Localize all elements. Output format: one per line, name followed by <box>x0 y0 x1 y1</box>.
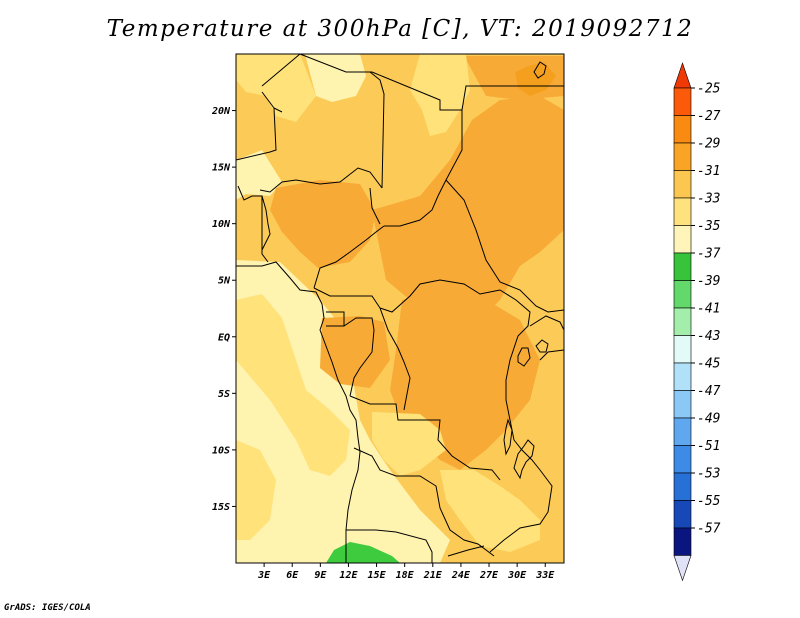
field-region-minus37 <box>326 542 400 563</box>
map-title: Temperature at 300hPa [C], VT: 201909271… <box>106 16 694 42</box>
lakes <box>503 61 549 480</box>
coastline <box>236 261 361 563</box>
colorbar-swatch <box>673 225 692 254</box>
colorbar-label: -31 <box>697 164 720 179</box>
x-tick-label: 33E <box>535 570 555 581</box>
colorbar-label: -45 <box>697 357 721 372</box>
colorbar-swatch <box>673 280 692 309</box>
colorbar-swatch <box>673 362 692 391</box>
longitude-axis: 3E 6E 9E 12E 15E 18E 21E 24E 27E 30E 33E <box>257 563 555 581</box>
y-tick-label: EQ <box>218 332 230 343</box>
country-borders <box>235 53 565 563</box>
x-tick-label: 15E <box>368 570 387 581</box>
colorbar-swatch <box>673 252 692 281</box>
field-region-minus29 <box>270 56 564 470</box>
x-tick-label: 21E <box>423 570 443 581</box>
x-tick-label: 9E <box>314 570 327 581</box>
colorbar-label: -29 <box>697 137 720 152</box>
x-tick-label: 27E <box>479 570 499 581</box>
field-region-minus33 <box>236 54 540 552</box>
colorbar-label: -53 <box>697 467 720 482</box>
y-tick-label: 5N <box>218 276 231 287</box>
map-frame <box>235 53 565 564</box>
y-tick-label: 10N <box>212 219 231 230</box>
colorbar-swatch <box>673 472 692 501</box>
x-tick-label: 12E <box>339 570 358 581</box>
latitude-axis: 20N 15N 10N 5N EQ 5S 10S 15S <box>211 106 236 513</box>
y-tick-label: 5S <box>218 389 230 400</box>
y-tick-label: 10S <box>212 445 230 456</box>
colorbar-swatch <box>673 500 692 529</box>
colorbar-label: -27 <box>697 109 721 124</box>
x-tick-label: 18E <box>396 570 415 581</box>
colorbar-swatch <box>673 170 692 199</box>
y-tick-label: 15N <box>212 163 231 174</box>
colorbar-swatch <box>673 115 692 144</box>
x-tick-label: 3E <box>257 570 271 581</box>
x-tick-label: 24E <box>451 570 471 581</box>
colorbar-label: -37 <box>697 247 721 262</box>
colorbar-swatch <box>673 87 692 116</box>
x-tick-label: 30E <box>507 570 527 581</box>
colorbar: -25 -27 -29 -31 -33 -35 -37 -39 -41 -43 -45 -47 -49 -… <box>673 62 721 582</box>
colorbar-label: -41 <box>697 302 720 317</box>
field-region-minus27 <box>515 62 556 96</box>
colorbar-label: -51 <box>697 439 720 454</box>
colorbar-swatch <box>673 335 692 364</box>
y-tick-label: 15S <box>212 502 230 513</box>
colorbar-swatch <box>673 527 692 556</box>
colorbar-swatch <box>673 445 692 474</box>
colorbar-swatch <box>673 197 692 226</box>
colorbar-swatch <box>673 307 692 336</box>
colorbar-swatch <box>673 417 692 446</box>
colorbar-label: -57 <box>697 522 721 537</box>
field-region-minus35 <box>236 54 450 563</box>
colorbar-label: -43 <box>697 329 720 344</box>
colorbar-label: -35 <box>697 219 721 234</box>
colorbar-bottom-arrow <box>673 555 692 582</box>
x-tick-label: 6E <box>286 570 299 581</box>
grads-credit: GrADS: IGES/COLA <box>4 603 91 613</box>
colorbar-label: -33 <box>697 192 720 207</box>
colorbar-label: -49 <box>697 412 720 427</box>
colorbar-label: -39 <box>697 274 720 289</box>
colorbar-label: -25 <box>697 82 721 97</box>
colorbar-label: -55 <box>697 494 721 509</box>
political-borders <box>235 53 565 563</box>
y-tick-label: 20N <box>211 106 231 117</box>
colorbar-label: -47 <box>697 384 721 399</box>
temperature-field <box>236 54 564 563</box>
colorbar-swatch <box>673 390 692 419</box>
colorbar-swatch <box>673 142 692 171</box>
colorbar-top-arrow <box>673 62 692 89</box>
